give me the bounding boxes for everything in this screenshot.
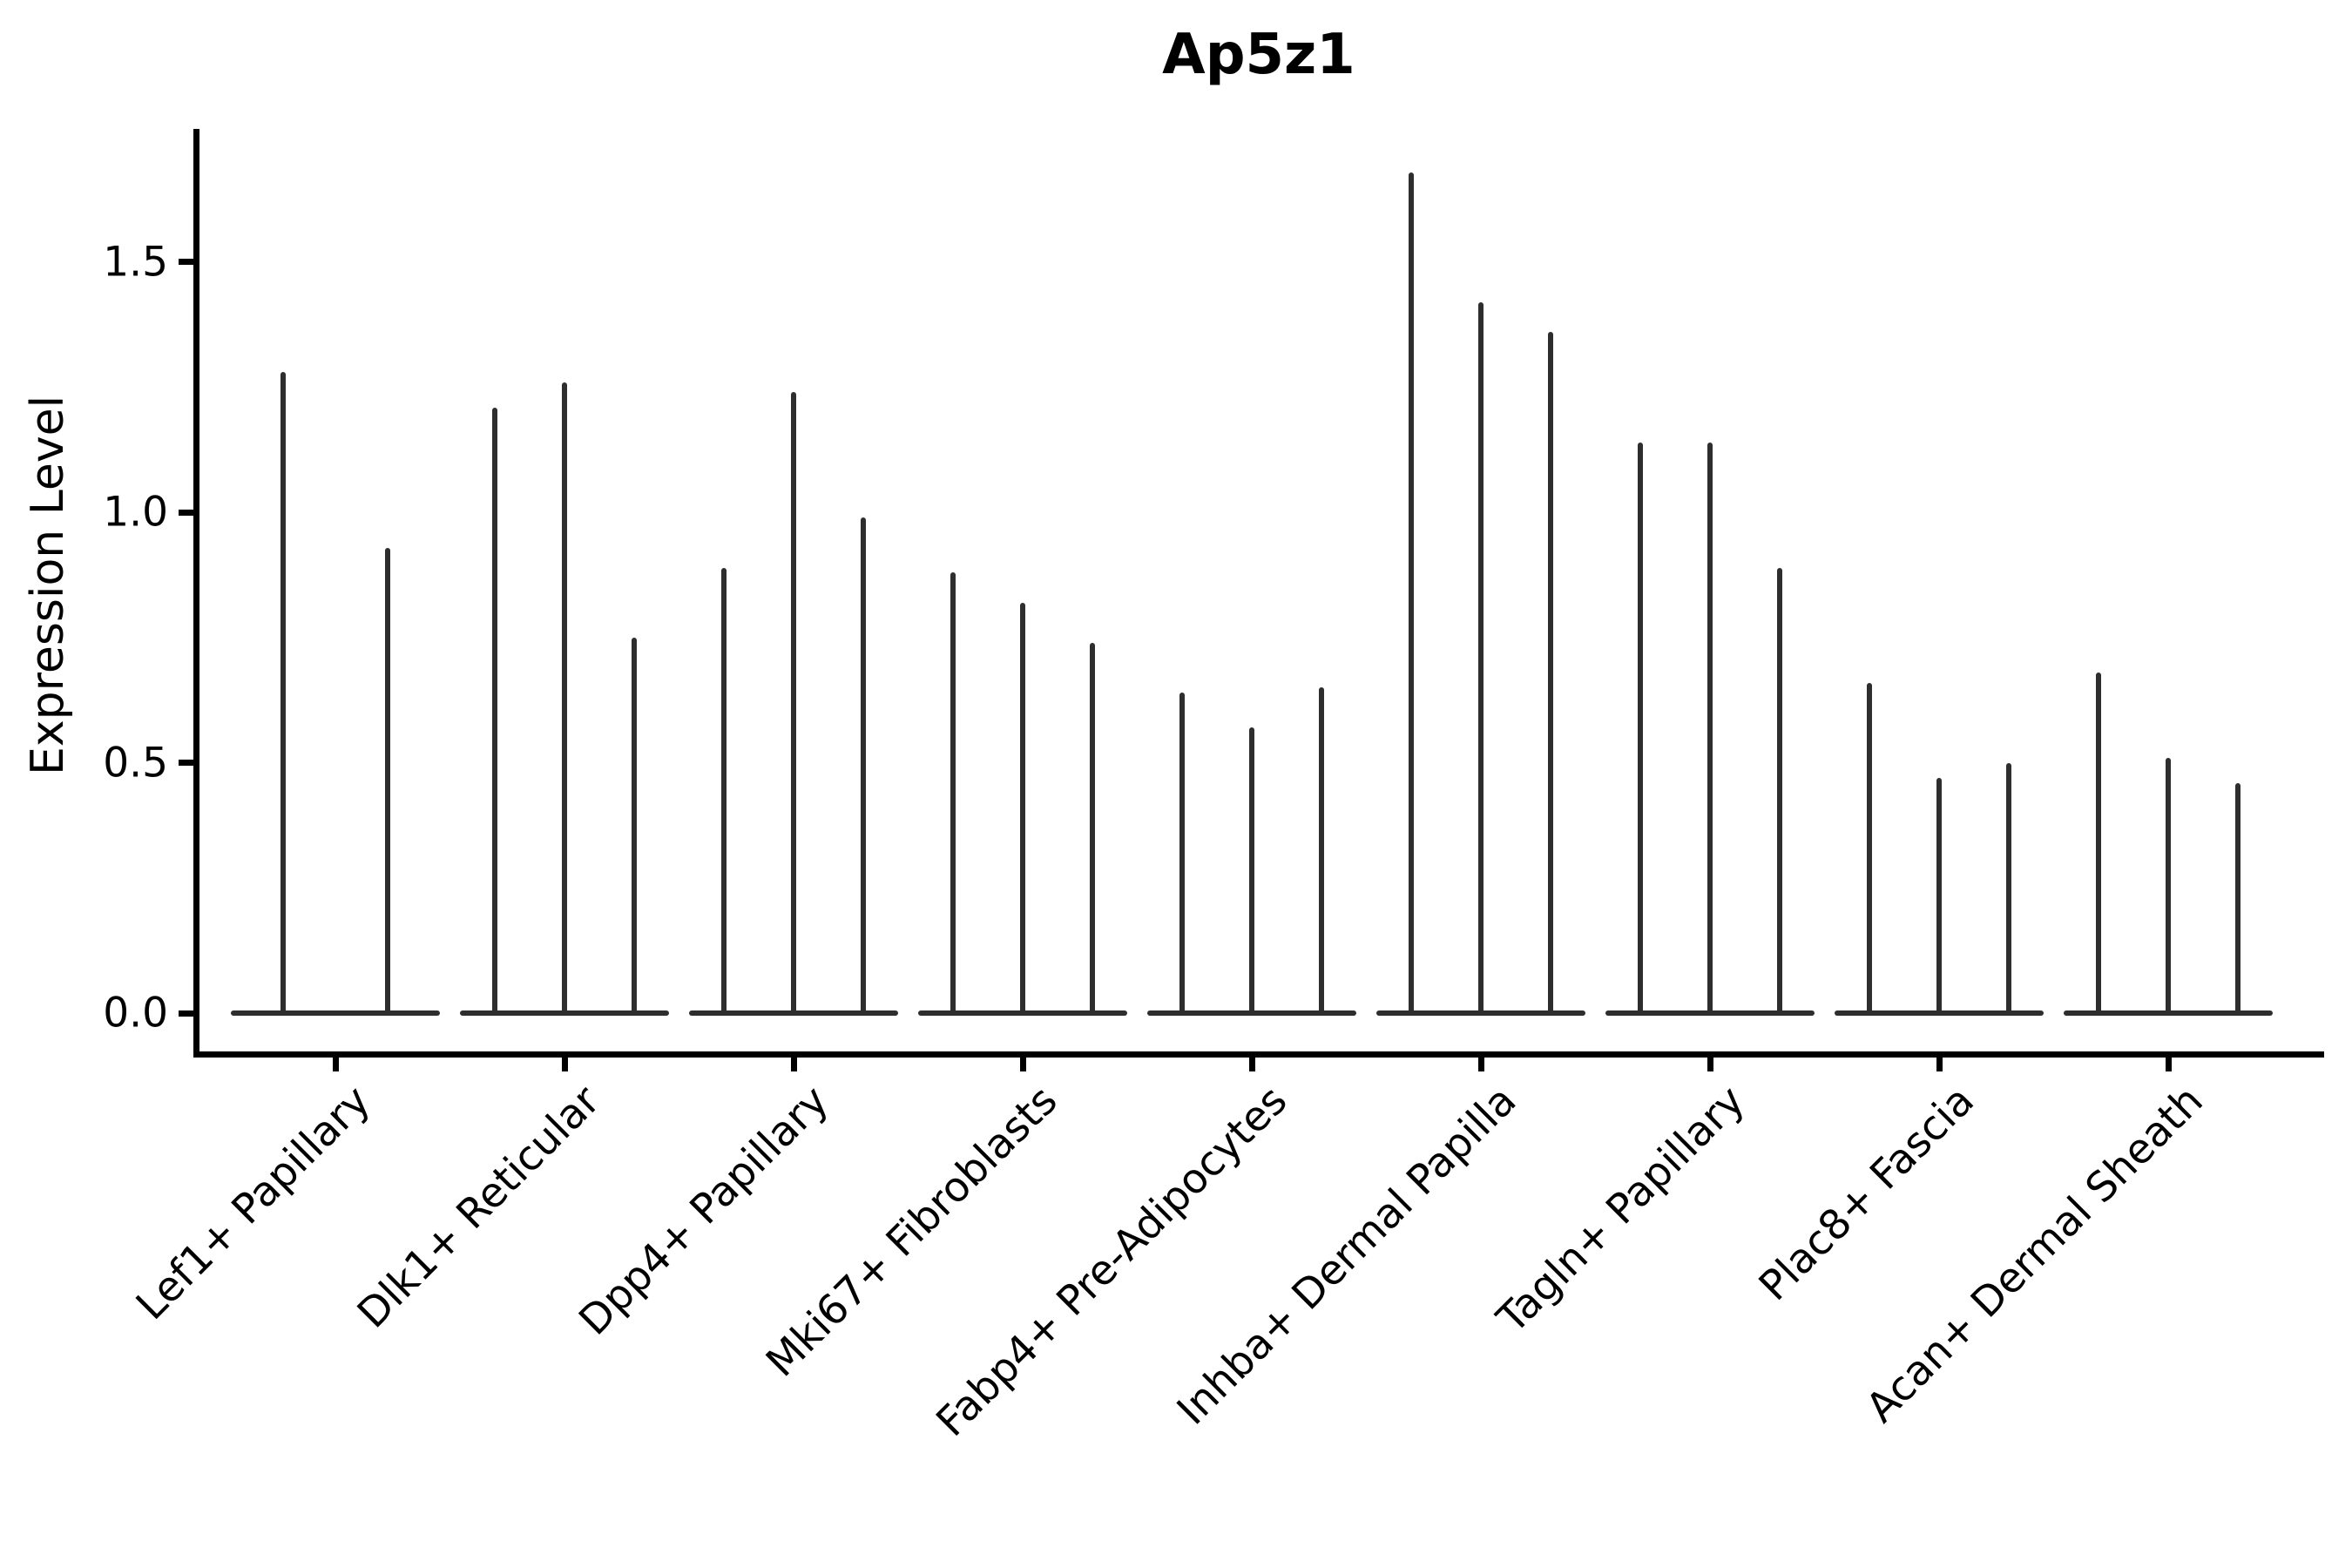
x-tick: [332, 1058, 339, 1071]
violin-spike: [721, 567, 727, 1013]
x-tick: [1477, 1058, 1484, 1071]
violin-spike: [385, 547, 390, 1013]
violin-spike: [1707, 442, 1713, 1013]
violin-spike: [1548, 332, 1553, 1013]
x-tick: [2165, 1058, 2172, 1071]
x-tick-label: Lef1+ Papillary: [126, 1077, 380, 1329]
x-tick-label: Plac8+ Fascia: [1749, 1077, 1984, 1310]
violin-baseline: [689, 1010, 898, 1016]
violin-spike: [1319, 687, 1324, 1013]
violin-spike: [1777, 567, 1782, 1013]
violin-baseline: [1376, 1010, 1585, 1016]
violin-spike: [1179, 693, 1185, 1013]
y-tick-label: 1.5: [103, 238, 168, 287]
violin-spike: [1249, 727, 1254, 1013]
x-tick-label: Tagln+ Papillary: [1488, 1077, 1754, 1343]
violin-baseline: [231, 1010, 440, 1016]
y-tick: [179, 760, 193, 767]
violin-spike: [492, 407, 497, 1013]
violin-spike: [2096, 672, 2101, 1013]
violin-spike: [950, 572, 956, 1013]
violin-baseline: [918, 1010, 1127, 1016]
y-tick-label: 0.0: [103, 989, 168, 1037]
violin-spike: [1867, 682, 1872, 1013]
x-tick-label: Dpp4+ Papillary: [570, 1077, 838, 1345]
y-tick-label: 1.0: [103, 488, 168, 537]
violin-spike: [280, 372, 286, 1013]
violin-spike: [2235, 782, 2240, 1013]
violin-spike: [1409, 172, 1414, 1013]
x-tick-label: Dlk1+ Reticular: [348, 1077, 609, 1338]
x-tick: [1707, 1058, 1713, 1071]
violin-spike: [2006, 762, 2011, 1013]
y-tick: [179, 1010, 193, 1017]
y-axis-spine: [193, 129, 199, 1058]
violin-spike: [1478, 301, 1484, 1013]
violin-spike: [791, 392, 796, 1013]
violin-spike: [2166, 757, 2171, 1013]
violin-spike: [1936, 777, 1942, 1013]
x-axis-spine: [193, 1051, 2324, 1058]
chart-title: Ap5z1: [1162, 23, 1355, 87]
violin-spike: [562, 382, 567, 1013]
violin-baseline: [1605, 1010, 1815, 1016]
violin-baseline: [2064, 1010, 2273, 1016]
y-axis-label: Expression Level: [22, 395, 74, 776]
x-tick: [790, 1058, 797, 1071]
violin-spike: [1020, 602, 1025, 1013]
violin-spike: [1090, 642, 1095, 1013]
violin-baseline: [460, 1010, 669, 1016]
y-tick-label: 0.5: [103, 739, 168, 787]
x-tick: [561, 1058, 568, 1071]
y-tick: [179, 509, 193, 516]
x-tick: [1248, 1058, 1255, 1071]
violin-spike: [861, 517, 866, 1013]
y-tick: [179, 259, 193, 266]
x-tick: [1936, 1058, 1943, 1071]
x-tick: [1019, 1058, 1026, 1071]
violin-baseline: [1147, 1010, 1356, 1016]
violin-baseline: [1835, 1010, 2044, 1016]
violin-spike: [1638, 442, 1643, 1013]
violin-spike: [632, 637, 637, 1013]
